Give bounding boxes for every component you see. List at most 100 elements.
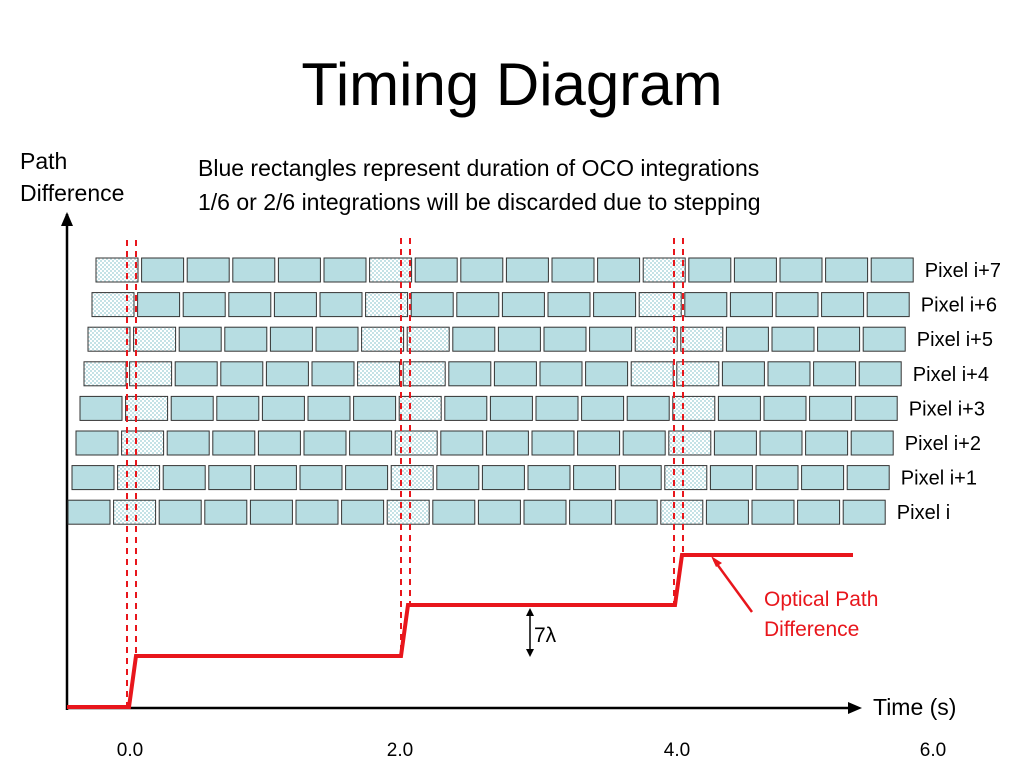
discarded-integration bbox=[133, 326, 177, 352]
discarded-integration bbox=[394, 430, 438, 456]
pixel-row: Pixel i+2 bbox=[75, 430, 981, 456]
integration-block bbox=[257, 430, 301, 456]
opd-callout-arrowhead bbox=[711, 556, 722, 567]
integration-block bbox=[481, 465, 525, 491]
integration-block bbox=[577, 430, 621, 456]
pixel-row-label: Pixel i+2 bbox=[905, 433, 981, 455]
discarded-integration bbox=[664, 465, 708, 491]
integration-block bbox=[684, 292, 728, 318]
integration-block bbox=[862, 326, 906, 352]
integration-block bbox=[775, 292, 819, 318]
integration-block bbox=[870, 257, 914, 283]
integration-block bbox=[527, 465, 571, 491]
integration-block bbox=[137, 292, 181, 318]
pixel-row: Pixel i+5 bbox=[87, 326, 993, 352]
integration-block bbox=[178, 326, 222, 352]
integration-block bbox=[277, 257, 321, 283]
pixel-row-label: Pixel i+7 bbox=[925, 260, 1001, 282]
explanation-notes: Blue rectangles represent duration of OC… bbox=[198, 151, 761, 219]
integration-block bbox=[311, 361, 355, 387]
discarded-integration bbox=[117, 465, 161, 491]
discarded-integration bbox=[668, 430, 712, 456]
integration-block bbox=[299, 465, 343, 491]
discarded-integration bbox=[113, 499, 157, 525]
integration-block bbox=[269, 326, 313, 352]
x-tick-label: 4.0 bbox=[664, 740, 690, 761]
integration-block bbox=[866, 292, 910, 318]
integration-block bbox=[779, 257, 823, 283]
opd-label-line-2: Difference bbox=[764, 618, 859, 641]
discarded-integration bbox=[672, 395, 716, 421]
integration-block bbox=[581, 395, 625, 421]
opd-callout-leader bbox=[712, 559, 754, 613]
integration-block bbox=[410, 292, 454, 318]
integration-block bbox=[622, 430, 666, 456]
integration-block bbox=[212, 430, 256, 456]
integration-block bbox=[543, 326, 587, 352]
integration-block bbox=[440, 430, 484, 456]
integration-block bbox=[688, 257, 732, 283]
note-line-1: Blue rectangles represent duration of OC… bbox=[198, 155, 760, 181]
integration-block bbox=[265, 361, 309, 387]
discarded-integration bbox=[386, 499, 430, 525]
pixel-row-label: Pixel i+4 bbox=[913, 364, 989, 386]
integration-block bbox=[444, 395, 488, 421]
integration-block bbox=[303, 430, 347, 456]
discarded-integration bbox=[660, 499, 704, 525]
integration-block bbox=[67, 499, 111, 525]
integration-block bbox=[448, 361, 492, 387]
pixel-row-label: Pixel i+6 bbox=[921, 295, 997, 317]
integration-block bbox=[733, 257, 777, 283]
integration-block bbox=[353, 395, 397, 421]
integration-block bbox=[763, 395, 807, 421]
integration-block bbox=[345, 465, 389, 491]
integration-block bbox=[253, 465, 297, 491]
y-axis-label-line-2: Difference bbox=[20, 180, 125, 206]
integration-block bbox=[341, 499, 385, 525]
integration-block bbox=[307, 395, 351, 421]
integration-block bbox=[174, 361, 218, 387]
discarded-integration bbox=[83, 361, 127, 387]
integration-block bbox=[805, 430, 849, 456]
integration-block bbox=[75, 430, 119, 456]
integration-block bbox=[705, 499, 749, 525]
integration-block bbox=[585, 361, 629, 387]
pixel-row-label: Pixel i+5 bbox=[917, 329, 993, 351]
discarded-integration bbox=[125, 395, 169, 421]
integration-block bbox=[626, 395, 670, 421]
integration-block bbox=[717, 395, 761, 421]
x-tick-label: 2.0 bbox=[387, 740, 413, 761]
opd-label-line-1: Optical Path bbox=[764, 588, 878, 611]
discarded-integration bbox=[398, 395, 442, 421]
integration-block bbox=[204, 499, 248, 525]
discarded-integration bbox=[95, 257, 139, 283]
integration-block bbox=[618, 465, 662, 491]
discarded-integration bbox=[357, 361, 401, 387]
integration-block bbox=[208, 465, 252, 491]
integration-block bbox=[501, 292, 545, 318]
integration-block bbox=[436, 465, 480, 491]
integration-block bbox=[725, 326, 769, 352]
pixel-row: Pixel i+7 bbox=[95, 257, 1001, 283]
pixel-row: Pixel i+3 bbox=[79, 395, 985, 421]
integration-block bbox=[295, 499, 339, 525]
integration-block bbox=[414, 257, 458, 283]
pixel-row-label: Pixel i+1 bbox=[901, 468, 977, 490]
discarded-integration bbox=[634, 326, 678, 352]
y-axis-label-line-1: Path bbox=[20, 148, 68, 174]
integration-block bbox=[817, 326, 861, 352]
integration-block bbox=[141, 257, 185, 283]
discarded-integration bbox=[369, 257, 413, 283]
integration-block bbox=[485, 430, 529, 456]
integration-block bbox=[539, 361, 583, 387]
integration-block bbox=[825, 257, 869, 283]
integration-block bbox=[569, 499, 613, 525]
integration-block bbox=[186, 257, 230, 283]
integration-block bbox=[477, 499, 521, 525]
integration-block bbox=[261, 395, 305, 421]
integration-block bbox=[797, 499, 841, 525]
x-tick-label: 0.0 bbox=[117, 740, 143, 761]
y-axis-arrowhead bbox=[61, 212, 73, 226]
integration-block bbox=[166, 430, 210, 456]
